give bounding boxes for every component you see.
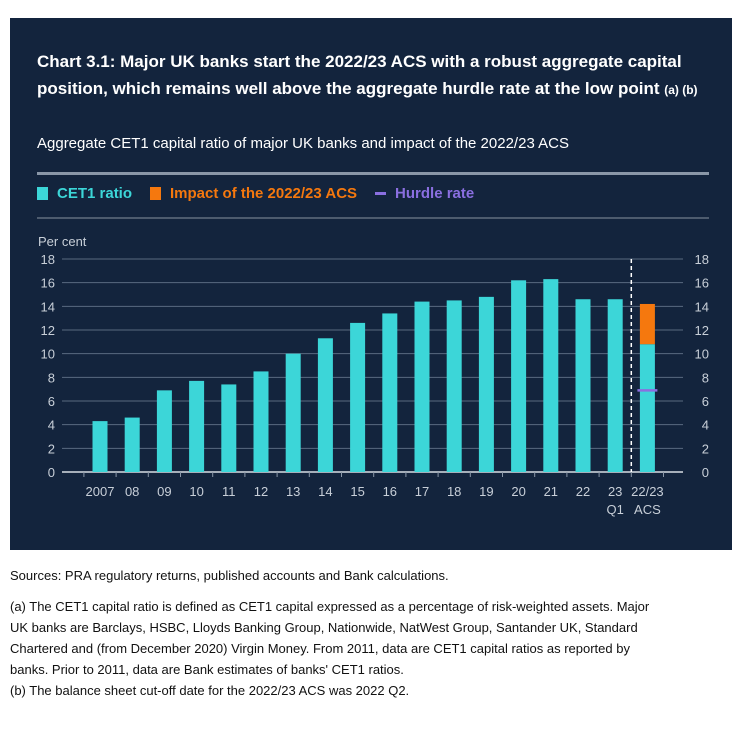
legend-label-impact: Impact of the 2022/23 ACS (170, 185, 358, 202)
y-tick-label-left: 0 (48, 465, 55, 480)
x-tick-sublabel: Q1 (607, 502, 624, 517)
x-tick-label: 08 (125, 484, 139, 499)
y-tick-label-left: 6 (48, 394, 55, 409)
x-tick-label: 11 (222, 484, 236, 499)
footnote-line: (b) The balance sheet cut-off date for t… (10, 683, 410, 698)
y-tick-label-right: 2 (702, 441, 709, 456)
y-tick-label-left: 10 (41, 347, 55, 362)
bar-cet1 (478, 296, 494, 472)
x-tick-label: 12 (254, 484, 268, 499)
x-tick-label: 23 (608, 484, 622, 499)
footnote-line: (a) The CET1 capital ratio is defined as… (10, 599, 650, 614)
x-tick-label: 21 (544, 484, 558, 499)
x-tick-label: 10 (189, 484, 203, 499)
x-tick-label: 14 (318, 484, 332, 499)
chart-subtitle: Aggregate CET1 capital ratio of major UK… (37, 135, 569, 152)
bar-cet1 (414, 301, 430, 472)
y-tick-label-right: 16 (695, 276, 709, 291)
y-tick-label-right: 14 (695, 299, 709, 314)
y-tick-label-right: 10 (695, 347, 709, 362)
bar-cet1 (607, 299, 623, 472)
legend-item-impact: Impact of the 2022/23 ACS (150, 185, 357, 202)
x-tick-label: 09 (157, 484, 171, 499)
sources-note: Sources: PRA regulatory returns, publish… (10, 568, 449, 583)
bar-chart: Per cent 0 2 4 6 8 10 12 14 16 18 0 2 4 6 8 10 12 14 16 18… (38, 234, 709, 517)
y-tick-label-right: 12 (695, 323, 709, 338)
chart-title-text: Chart 3.1: Major UK banks start the 2022… (37, 52, 682, 98)
cet1-swatch-icon (37, 187, 48, 200)
x-tick-label: 2007 (86, 484, 115, 499)
legend-label-hurdle: Hurdle rate (395, 185, 475, 202)
y-tick-label-left: 4 (48, 418, 55, 433)
bar-cet1 (221, 384, 237, 472)
bar-cet1 (639, 344, 655, 472)
bar-cet1 (543, 279, 559, 472)
bar-cet1 (511, 280, 527, 472)
bar-cet1 (124, 417, 140, 472)
x-tick-label: 19 (479, 484, 493, 499)
y-tick-label-left: 8 (48, 370, 55, 385)
chart-title-footnote-refs: (a) (b) (664, 83, 698, 97)
x-tick-label: 22/23 (631, 484, 664, 499)
legend-item-hurdle: Hurdle rate (375, 185, 474, 202)
hurdle-dash-icon (375, 192, 387, 195)
chart-notes: Sources: PRA regulatory returns, publish… (10, 565, 732, 701)
legend-label-cet1: CET1 ratio (57, 185, 133, 202)
bar-cet1 (446, 300, 462, 472)
y-tick-label-right: 0 (702, 465, 709, 480)
legend-bottom-rule (37, 217, 709, 219)
chart-legend: CET1 ratio Impact of the 2022/23 ACS Hur… (37, 185, 492, 202)
chart-title: Chart 3.1: Major UK banks start the 2022… (37, 48, 717, 104)
legend-item-cet1: CET1 ratio (37, 185, 132, 202)
footnote-line: Chartered and (from December 2020) Virgi… (10, 641, 630, 656)
y-tick-label-right: 4 (702, 418, 709, 433)
legend-top-rule (37, 172, 709, 175)
y-tick-label-right: 6 (702, 394, 709, 409)
y-tick-label-left: 18 (41, 252, 55, 267)
footnote-line: UK banks are Barclays, HSBC, Lloyds Bank… (10, 620, 638, 635)
footnote-line: banks. Prior to 2011, data are Bank esti… (10, 662, 404, 677)
bar-cet1 (382, 313, 398, 472)
y-tick-label-left: 2 (48, 441, 55, 456)
x-tick-label: 18 (447, 484, 461, 499)
bar-cet1 (350, 322, 366, 472)
bar-acs-impact (639, 303, 655, 345)
bar-cet1 (189, 380, 205, 472)
y-axis-label: Per cent (38, 234, 87, 249)
y-tick-label-right: 8 (702, 370, 709, 385)
bar-cet1 (156, 390, 172, 472)
x-tick-label: 17 (415, 484, 429, 499)
y-tick-label-left: 14 (41, 299, 55, 314)
bar-cet1 (317, 338, 333, 472)
y-tick-label-left: 16 (41, 276, 55, 291)
impact-swatch-icon (150, 187, 162, 200)
bar-cet1 (92, 421, 108, 472)
y-tick-label-left: 12 (41, 323, 55, 338)
bar-cet1 (253, 371, 269, 472)
x-tick-label: 13 (286, 484, 300, 499)
y-tick-label-right: 18 (695, 252, 709, 267)
x-tick-label: 15 (350, 484, 364, 499)
x-tick-sublabel: ACS (634, 502, 661, 517)
x-tick-label: 16 (383, 484, 397, 499)
x-tick-label: 22 (576, 484, 590, 499)
x-tick-label: 20 (511, 484, 525, 499)
bar-cet1 (575, 299, 591, 472)
bar-cet1 (285, 353, 301, 472)
